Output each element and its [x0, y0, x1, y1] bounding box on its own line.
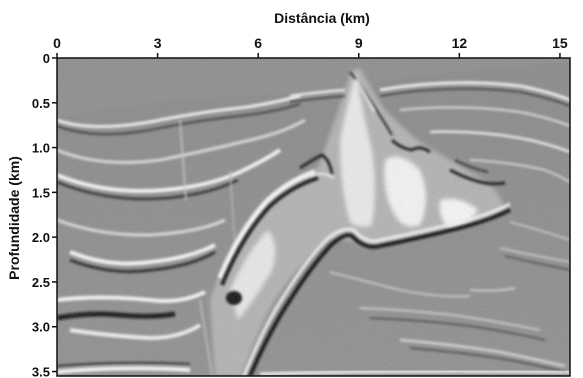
- x-tick-label: 3: [154, 35, 162, 51]
- x-tick-labels: 0 3 6 9 12 15: [53, 35, 568, 51]
- seismic-image: [57, 58, 570, 376]
- y-tick-label: 3.5: [32, 365, 50, 378]
- y-tick-label: 3.0: [32, 320, 50, 335]
- x-tick-label: 9: [355, 35, 363, 51]
- x-tick-label: 15: [552, 35, 568, 51]
- seismic-grain: [57, 58, 570, 376]
- x-tick-label: 6: [254, 35, 262, 51]
- x-tick-label: 0: [53, 35, 61, 51]
- plot-frame: [56, 57, 571, 377]
- y-tick-label: 0: [43, 51, 50, 66]
- tick-marks: [52, 53, 561, 373]
- y-tick-label: 0.5: [32, 96, 50, 111]
- y-tick-label: 1.0: [32, 141, 50, 156]
- y-tick-label: 2.5: [32, 275, 50, 290]
- y-tick-label: 1.5: [32, 185, 50, 200]
- y-tick-labels: 0 0.5 1.0 1.5 2.0 2.5 3.0 3.5: [32, 51, 50, 378]
- x-axis-title: Distância (km): [274, 10, 370, 26]
- y-tick-label: 2.0: [32, 230, 50, 245]
- x-tick-label: 12: [452, 35, 468, 51]
- y-axis-title: Profundidade (km): [6, 156, 22, 280]
